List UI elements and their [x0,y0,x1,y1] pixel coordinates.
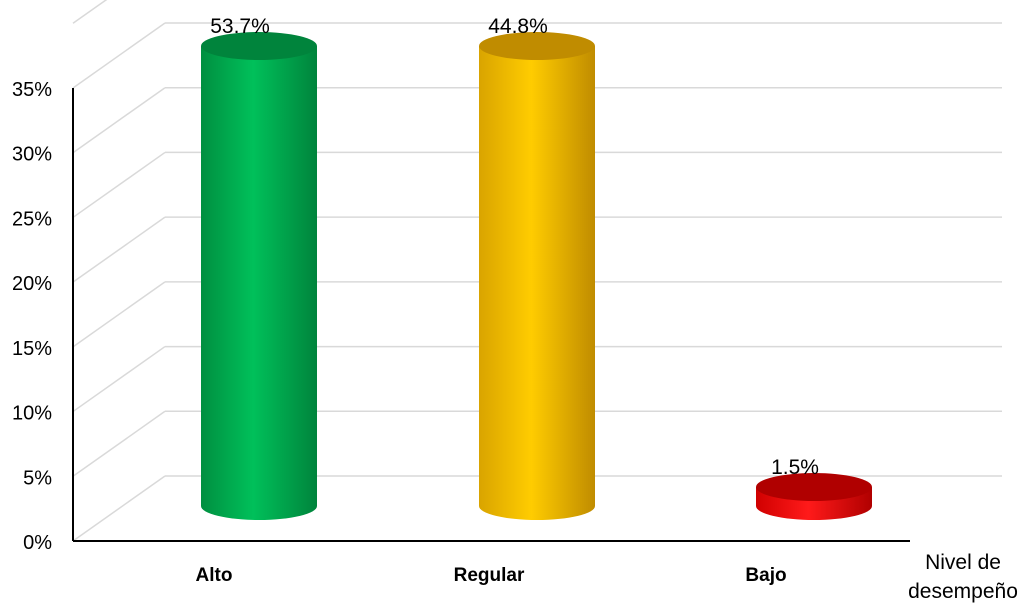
gridline-diagonal [72,151,166,219]
gridline-diagonal [72,0,108,24]
bar-top [201,32,317,60]
x-axis-title-line-1: Nivel de [925,551,1001,574]
gridline-diagonal [72,281,166,348]
category-label: Alto [196,565,233,586]
data-label: 1.5% [771,456,819,479]
gridline-diagonal [72,345,166,413]
data-label: 53.7% [210,15,270,38]
category-label: Bajo [745,565,786,586]
y-tick-label: 20% [12,273,52,295]
y-tick-label: 5% [23,467,52,489]
gridline-diagonal [72,475,166,542]
bar-body [201,46,317,520]
bars [201,32,872,520]
bar-top [479,32,595,60]
data-labels: 53.7% 44.8% 1.5% [210,15,819,479]
x-axis-title-line-2: desempeño [908,580,1018,603]
y-tick-label: 15% [12,338,52,360]
y-tick-label: 30% [12,144,52,166]
gridline-diagonal [72,410,166,477]
gridline-diagonal [72,216,166,283]
bar-bajo [756,473,872,520]
bar-regular [479,32,595,520]
gridline-diagonal [72,22,166,89]
y-tick-label: 35% [12,79,52,101]
category-labels: Alto Regular Bajo [196,565,787,586]
bar-top [756,473,872,501]
bar-alto [201,32,317,520]
y-tick-label: 25% [12,208,52,230]
gridline-diagonal [72,87,166,154]
y-tick-label: 0% [23,532,52,554]
data-label: 44.8% [488,15,548,38]
y-tick-labels: 0% 5% 10% 15% 20% 25% 30% 35% [12,79,52,554]
bar-body [479,46,595,520]
y-tick-label: 10% [12,403,52,425]
axes [72,88,910,542]
category-label: Regular [454,565,525,586]
